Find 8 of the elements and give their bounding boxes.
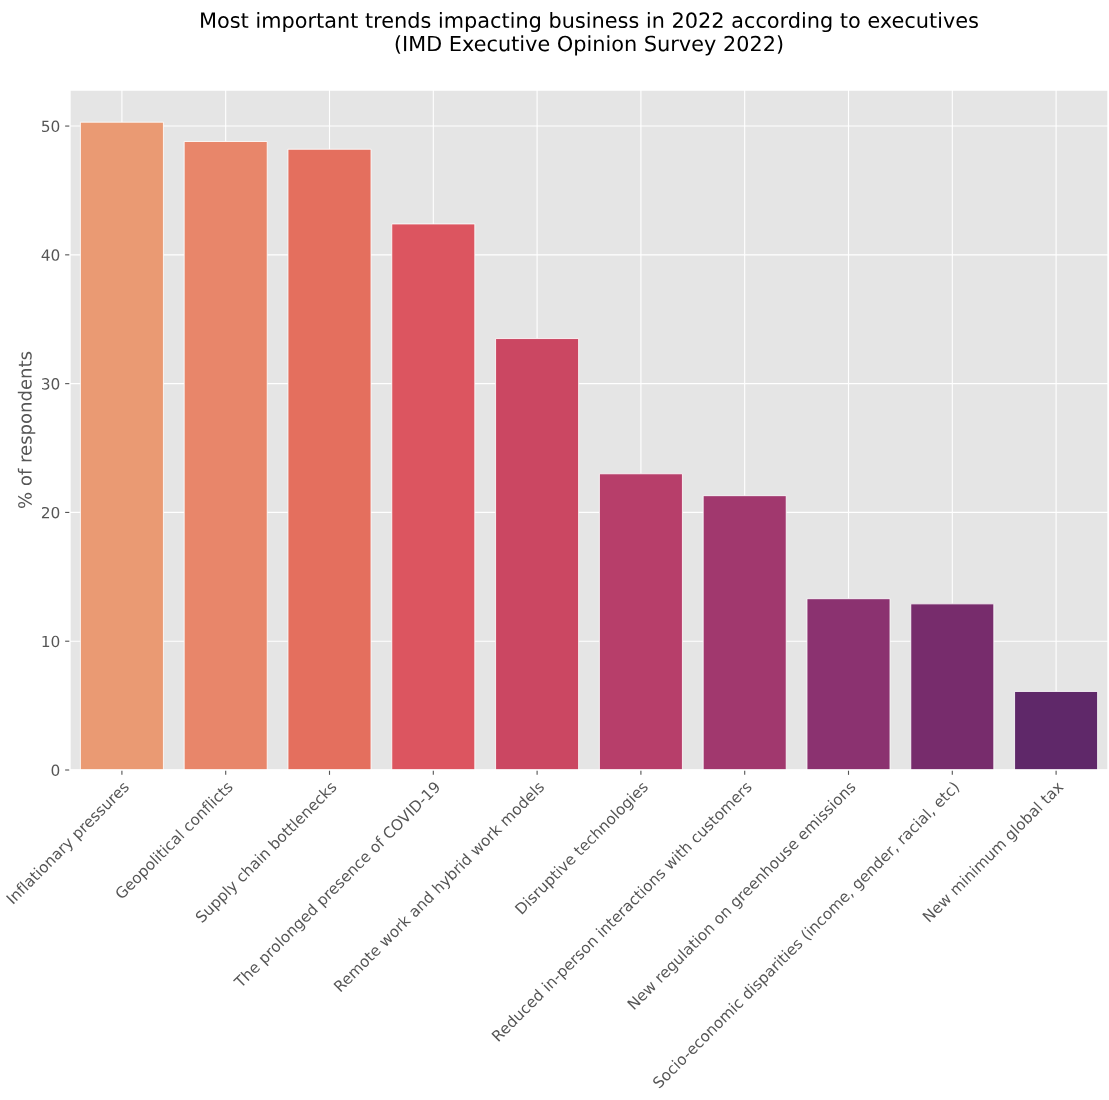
y-tick-label: 0 [51, 764, 60, 777]
y-tick-label: 10 [42, 635, 60, 648]
chart-title: Most important trends impacting business in 2022 according to executives (IMD Executive Opinion Survey 2022) [201, 11, 978, 56]
y-tick-label: 50 [42, 120, 60, 133]
y-tick-label: 30 [42, 378, 60, 390]
y-tick-label: 40 [41, 249, 60, 261]
y-tick-label: 20 [41, 506, 60, 519]
y-axis-title: % of respondents [17, 351, 36, 509]
